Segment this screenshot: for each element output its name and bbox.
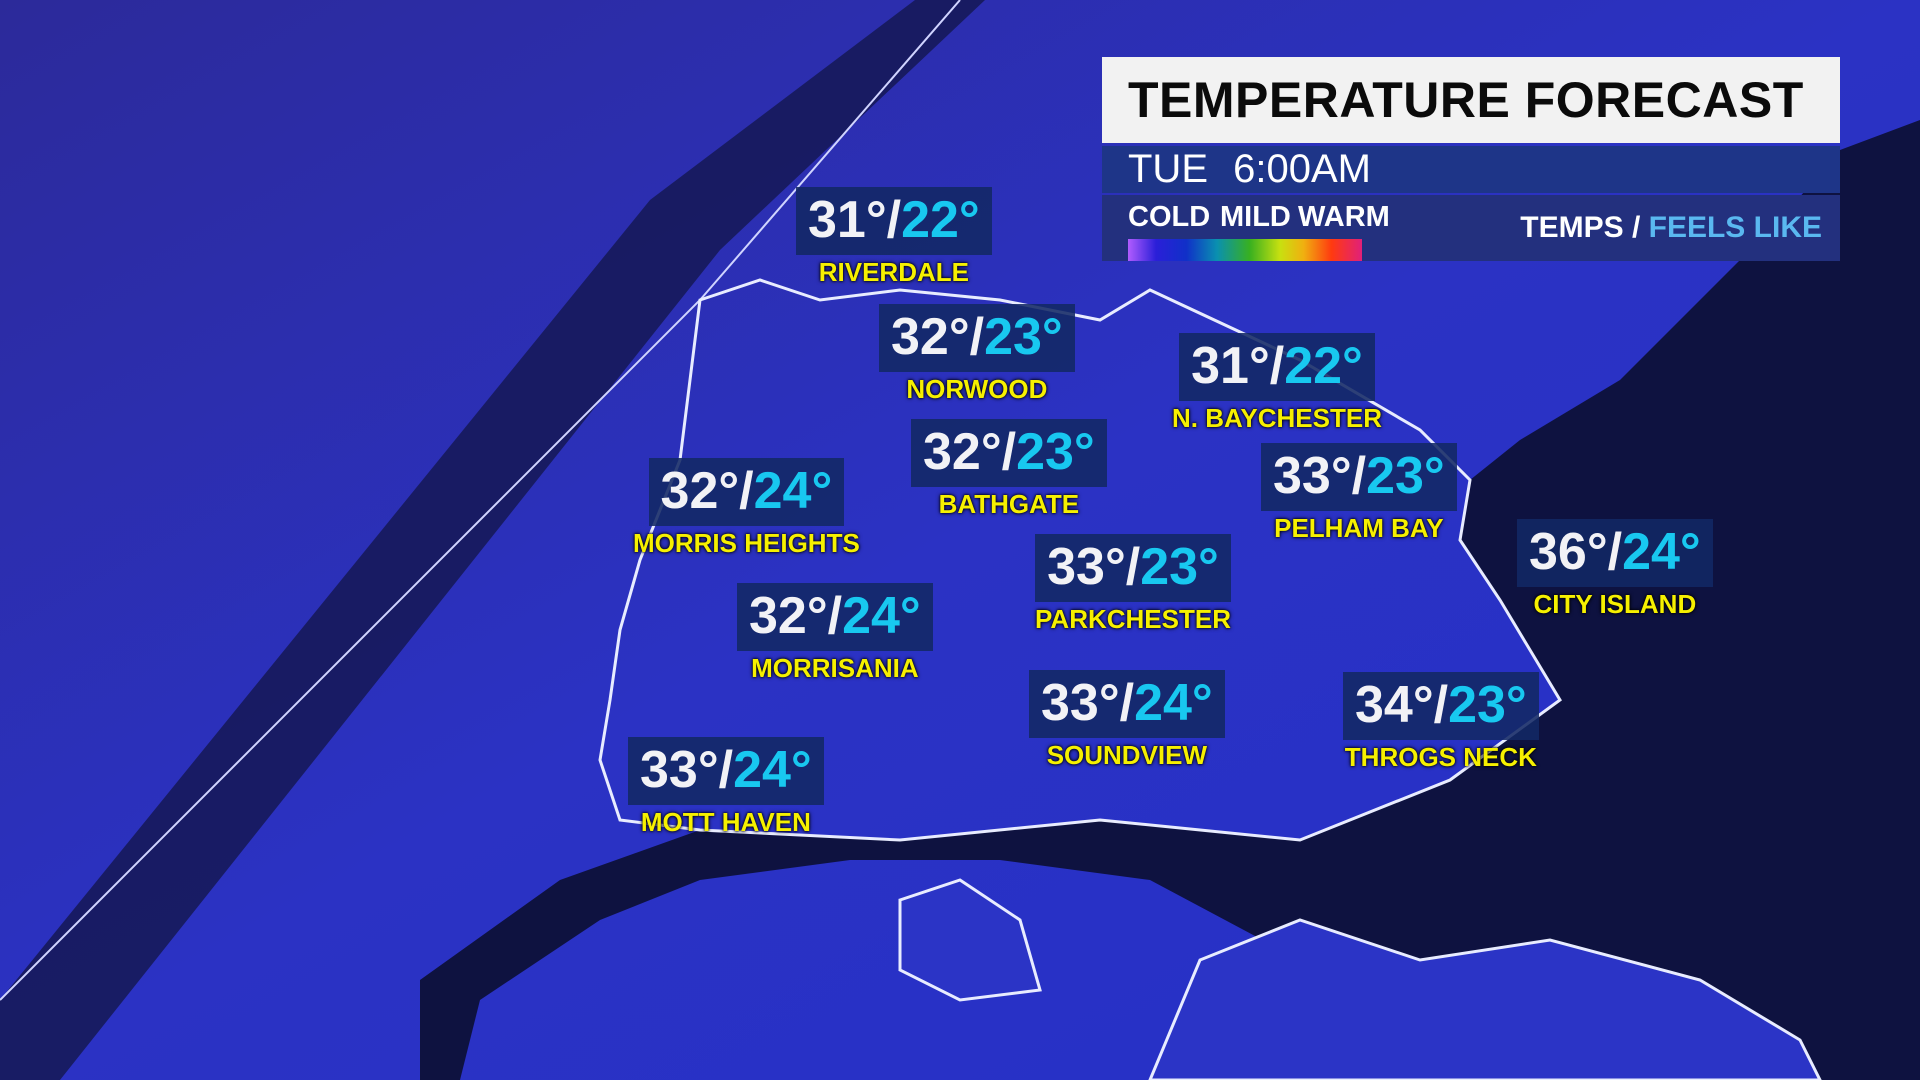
location-name: PARKCHESTER xyxy=(1035,604,1231,634)
temp-separator: / xyxy=(1001,423,1017,481)
temperature: 31° xyxy=(1191,337,1270,395)
temp-separator: / xyxy=(969,308,985,366)
location-name: SOUNDVIEW xyxy=(1046,740,1208,770)
feels-like-temperature: 24° xyxy=(1134,674,1213,732)
location-marker: 32°/23° BATHGATE xyxy=(911,419,1107,520)
feels-like-temperature: 23° xyxy=(1366,447,1445,505)
location-marker: 33°/24° SOUNDVIEW xyxy=(1029,670,1225,771)
feels-like-temperature: 22° xyxy=(901,191,980,249)
temperature-box: 32°/24° xyxy=(648,458,845,526)
queens-shore xyxy=(1148,918,1822,1080)
temp-separator: / xyxy=(1433,676,1449,734)
legend-mild: MILD xyxy=(1220,201,1291,233)
temperature: 32° xyxy=(891,308,970,366)
bronx-shoreline xyxy=(598,278,1562,842)
feels-like-temperature: 24° xyxy=(753,462,833,520)
temperature: 32° xyxy=(660,462,740,520)
temperature-box: 33°/24° xyxy=(628,737,824,805)
location-marker: 34°/23° THROGS NECK xyxy=(1343,672,1539,773)
location-marker: 32°/24° MORRIS HEIGHTS xyxy=(633,458,860,559)
temperature: 33° xyxy=(1273,447,1352,505)
temperature-box: 33°/23° xyxy=(1035,534,1231,602)
forecast-panel: TEMPERATURE FORECAST TUE 6:00AM COLD MIL… xyxy=(1102,57,1840,261)
temp-separator: / xyxy=(718,741,734,799)
temperature: 31° xyxy=(808,191,887,249)
feels-like-temperature: 23° xyxy=(1140,538,1219,596)
location-marker: 32°/23° NORWOOD xyxy=(879,304,1075,405)
panel-title: TEMPERATURE FORECAST xyxy=(1102,57,1840,143)
temperature-box: 33°/24° xyxy=(1029,670,1225,738)
feels-like-temperature: 22° xyxy=(1284,337,1363,395)
temperature: 36° xyxy=(1529,523,1608,581)
island xyxy=(898,878,1042,1002)
legend-warm: WARM xyxy=(1298,201,1390,233)
feels-like-temperature: 24° xyxy=(842,587,921,645)
location-marker: 33°/23° PELHAM BAY xyxy=(1261,443,1457,544)
temperature-box: 32°/23° xyxy=(911,419,1107,487)
temperature-box: 32°/24° xyxy=(737,583,933,651)
temperature: 33° xyxy=(1041,674,1120,732)
feels-like-temperature: 24° xyxy=(733,741,812,799)
location-name: BATHGATE xyxy=(938,489,1080,519)
location-name: CITY ISLAND xyxy=(1533,589,1697,619)
location-name: NORWOOD xyxy=(906,374,1048,404)
temp-separator: / xyxy=(886,191,902,249)
color-legend: COLD MILD WARM TEMPS / FEELS LIKE xyxy=(1102,195,1840,261)
temperature-box: 34°/23° xyxy=(1343,672,1539,740)
legend-cold: COLD xyxy=(1128,201,1211,233)
location-marker: 36°/24° CITY ISLAND xyxy=(1517,519,1713,620)
temperature: 34° xyxy=(1355,676,1434,734)
hudson-river xyxy=(0,0,985,1080)
feels-like-temperature: 23° xyxy=(1448,676,1527,734)
location-name: MORRISANIA xyxy=(751,653,919,683)
location-marker: 31°/22° N. BAYCHESTER xyxy=(1172,333,1382,434)
temperature: 32° xyxy=(749,587,828,645)
feels-like-temperature: 23° xyxy=(984,308,1063,366)
temperature-box: 31°/22° xyxy=(1179,333,1375,401)
temperature-box: 31°/22° xyxy=(796,187,992,255)
color-scale-bar xyxy=(1128,239,1362,261)
temps-feels-like-key: TEMPS / FEELS LIKE xyxy=(1520,211,1822,245)
temp-separator: / xyxy=(827,587,843,645)
location-name: THROGS NECK xyxy=(1344,742,1537,772)
temperature-box: 32°/23° xyxy=(879,304,1075,372)
temperature: 33° xyxy=(1047,538,1126,596)
temperature: 32° xyxy=(923,423,1002,481)
location-marker: 32°/24° MORRISANIA xyxy=(737,583,933,684)
forecast-day: TUE xyxy=(1128,147,1208,191)
location-name: N. BAYCHESTER xyxy=(1172,403,1382,433)
temp-separator: / xyxy=(1351,447,1367,505)
location-name: RIVERDALE xyxy=(818,257,969,287)
location-name: MOTT HAVEN xyxy=(640,807,811,837)
forecast-time: TUE 6:00AM xyxy=(1102,146,1840,193)
temp-separator: / xyxy=(1607,523,1623,581)
feels-like-label: FEELS LIKE xyxy=(1648,211,1822,244)
legend-separator: / xyxy=(1631,211,1641,244)
temperature: 33° xyxy=(640,741,719,799)
temp-separator: / xyxy=(1125,538,1141,596)
location-name: MORRIS HEIGHTS xyxy=(633,528,860,558)
temp-separator: / xyxy=(1119,674,1135,732)
temperature-box: 33°/23° xyxy=(1261,443,1457,511)
temps-label: TEMPS xyxy=(1520,211,1624,244)
location-marker: 33°/24° MOTT HAVEN xyxy=(628,737,824,838)
temp-separator: / xyxy=(739,462,754,520)
temperature-box: 36°/24° xyxy=(1517,519,1713,587)
feels-like-temperature: 23° xyxy=(1016,423,1095,481)
location-marker: 31°/22° RIVERDALE xyxy=(796,187,992,288)
location-name: PELHAM BAY xyxy=(1274,513,1444,543)
location-marker: 33°/23° PARKCHESTER xyxy=(1035,534,1231,635)
temp-separator: / xyxy=(1269,337,1285,395)
feels-like-temperature: 24° xyxy=(1622,523,1701,581)
east-water xyxy=(420,120,1920,1080)
forecast-hour: 6:00AM xyxy=(1233,147,1371,191)
